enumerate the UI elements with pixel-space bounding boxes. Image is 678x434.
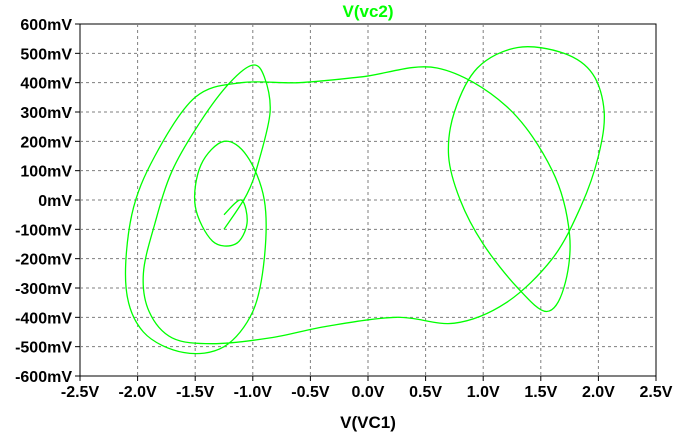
curve-layer <box>124 46 606 355</box>
y-tick-label: -400mV <box>15 310 72 327</box>
x-tick-labels: -2.5V -2.0V -1.5V -1.0V -0.5V 0.0V 0.5V 1.0V 1.5… <box>61 384 673 401</box>
x-tick-label: 2.5V <box>640 384 673 401</box>
x-tick-label: -2.0V <box>118 384 157 401</box>
y-tick-label: 600mV <box>20 17 72 34</box>
y-tick-label: 500mV <box>20 46 72 63</box>
y-tick-label: 0mV <box>38 193 72 210</box>
x-tick-label: -1.5V <box>176 384 215 401</box>
series-line <box>124 46 606 355</box>
x-tick-label: 1.5V <box>524 384 557 401</box>
chart-title: V(vc2) <box>342 2 393 21</box>
y-tick-labels: 600mV 500mV 400mV 300mV 200mV 100mV 0mV -100mV -… <box>15 17 72 386</box>
x-tick-label: -1.0V <box>234 384 273 401</box>
y-tick-label: -600mV <box>15 369 72 386</box>
y-tick-label: -300mV <box>15 281 72 298</box>
x-tick-label: -2.5V <box>61 384 100 401</box>
axis-ticks <box>75 23 657 381</box>
y-tick-label: 300mV <box>20 105 72 122</box>
x-tick-label: 2.0V <box>582 384 615 401</box>
x-tick-label: -0.5V <box>291 384 330 401</box>
x-tick-label: 0.0V <box>352 384 385 401</box>
y-tick-label: 400mV <box>20 76 72 93</box>
x-tick-label: 1.0V <box>467 384 500 401</box>
y-tick-label: 200mV <box>20 134 72 151</box>
y-tick-label: -100mV <box>15 222 72 239</box>
x-axis-label: V(VC1) <box>340 413 396 432</box>
y-tick-label: 100mV <box>20 164 72 181</box>
y-tick-label: -500mV <box>15 340 72 357</box>
y-tick-label: -200mV <box>15 252 72 269</box>
x-tick-label: 0.5V <box>409 384 442 401</box>
grid-lines <box>80 24 656 376</box>
